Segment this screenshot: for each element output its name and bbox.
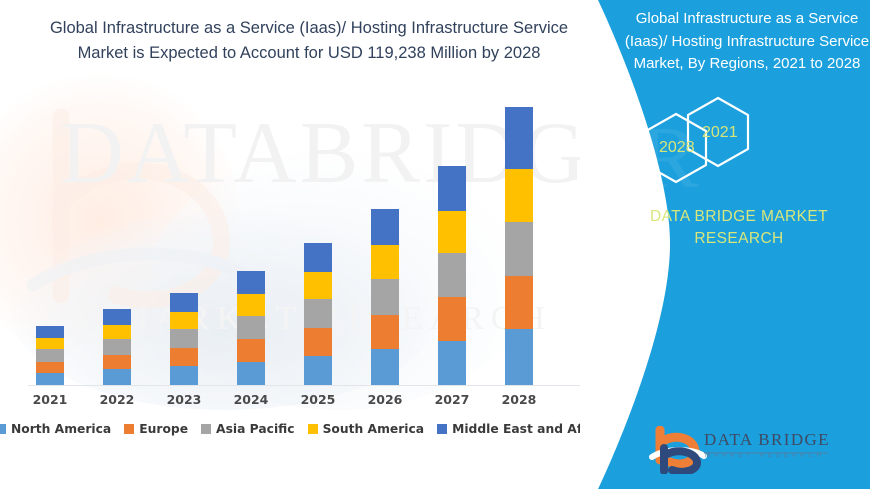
bar-segment [304, 242, 332, 272]
bar-segment [103, 369, 131, 385]
bar-segment [36, 372, 64, 385]
bar-segment [304, 356, 332, 385]
bar-2028 [505, 107, 533, 385]
legend-swatch-icon [124, 424, 135, 434]
bar-segment [36, 361, 64, 373]
legend-label: South America [322, 422, 425, 436]
bar-segment [505, 169, 533, 222]
legend-label: Asia Pacific [216, 422, 295, 436]
bar-segment [36, 349, 64, 362]
bar-segment [237, 361, 265, 385]
x-axis-tick-2022: 2022 [99, 392, 135, 407]
bar-segment [438, 210, 466, 253]
legend-swatch-icon [437, 424, 448, 434]
bar-2025 [304, 242, 332, 385]
bar-segment [438, 252, 466, 298]
bar-2026 [371, 209, 399, 385]
x-axis-tick-2026: 2026 [367, 392, 403, 407]
bar-2022 [103, 309, 131, 385]
bar-segment [304, 299, 332, 329]
chart [22, 96, 582, 391]
x-axis-tick-2027: 2027 [434, 392, 470, 407]
page-title: Global Infrastructure as a Service (Iaas… [49, 19, 569, 63]
logo-tagline: MARKET RESEARCH [705, 452, 825, 459]
x-axis-tick-2021: 2021 [32, 392, 68, 407]
hexagon-label-front: 2028 [659, 139, 695, 156]
hexagon-shapes-icon [644, 96, 750, 184]
x-axis-tick-2025: 2025 [300, 392, 336, 407]
bar-segment [170, 292, 198, 312]
brand-name: DATA BRIDGE MARKET RESEARCH [649, 208, 828, 248]
bar-segment [438, 166, 466, 211]
bar-segment [371, 244, 399, 280]
bar-segment [237, 316, 265, 340]
legend-item[interactable]: Middle East and Africa [437, 422, 608, 436]
bar-2021 [36, 326, 64, 385]
panel-curve-divider [580, 0, 670, 489]
chart-plot-area [22, 96, 582, 386]
bar-segment [36, 338, 64, 350]
x-axis-labels: 2021 2022 2023 2024 2025 2026 2027 2028 [22, 392, 582, 414]
legend-item[interactable]: North America [0, 422, 111, 436]
logo-wordmark: DATA BRIDGE [704, 430, 830, 449]
bar-segment [36, 326, 64, 339]
right-panel: BR Global Infrastructure as a Service (I… [580, 0, 870, 489]
chart-legend: North America Europe Asia Pacific South Ame… [0, 422, 608, 436]
bar-segment [304, 271, 332, 300]
bar-2024 [237, 270, 265, 385]
x-axis-tick-2024: 2024 [233, 392, 269, 407]
bar-segment [371, 349, 399, 385]
bar-segment [170, 329, 198, 349]
legend-item[interactable]: Europe [124, 422, 188, 436]
data-bridge-logo-icon [649, 426, 828, 474]
bar-segment [237, 293, 265, 317]
bar-segment [103, 355, 131, 370]
legend-item[interactable]: Asia Pacific [201, 422, 295, 436]
bar-segment [237, 339, 265, 362]
bar-segment [170, 366, 198, 385]
legend-swatch-icon [201, 424, 212, 434]
bar-segment [371, 209, 399, 245]
legend-label: Middle East and Africa [452, 422, 609, 436]
bar-segment [103, 339, 131, 356]
bar-segment [170, 348, 198, 367]
bar-segment [304, 328, 332, 357]
bar-segment [505, 221, 533, 277]
bar-segment [505, 107, 533, 170]
bar-segment [170, 311, 198, 330]
bar-2027 [438, 166, 466, 385]
bar-segment [505, 276, 533, 330]
x-axis-tick-2028: 2028 [501, 392, 537, 407]
legend-swatch-icon [307, 424, 318, 434]
bar-2023 [170, 292, 198, 385]
legend-item[interactable]: South America [307, 422, 425, 436]
legend-label: North America [10, 422, 112, 436]
hexagon-group: 2021 2028 [618, 92, 818, 184]
bar-segment [505, 329, 533, 385]
bar-segment [371, 314, 399, 350]
hexagon-label-back: 2021 [702, 124, 738, 141]
legend-swatch-icon [0, 424, 6, 434]
bar-segment [103, 309, 131, 326]
bar-segment [371, 279, 399, 315]
bar-segment [438, 297, 466, 341]
x-axis-tick-2023: 2023 [166, 392, 202, 407]
panel-title: Global Infrastructure as a Service (Iaas… [624, 10, 870, 72]
legend-label: Europe [139, 422, 189, 436]
bar-segment [103, 325, 131, 340]
bar-segment [438, 340, 466, 385]
x-axis-line [28, 385, 580, 386]
bar-segment [237, 270, 265, 294]
